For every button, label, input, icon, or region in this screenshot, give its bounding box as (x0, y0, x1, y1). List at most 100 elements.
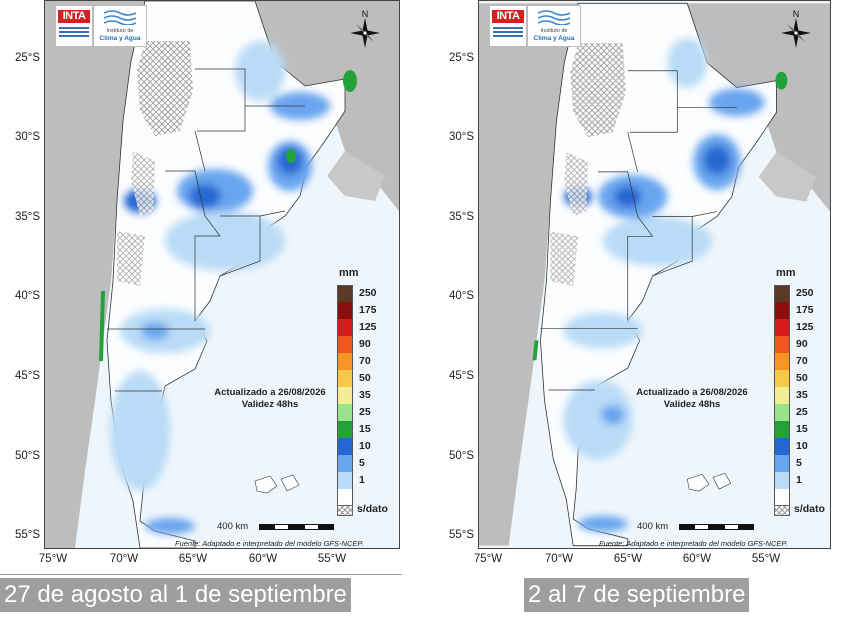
legend-no-data-swatch (774, 505, 790, 516)
legend-label: 15 (796, 423, 808, 435)
legend-swatch (774, 336, 790, 353)
legend-swatch (337, 472, 353, 489)
lat-label: 40°S (14, 290, 40, 302)
legend-label: 25 (359, 406, 371, 418)
legend-label: 90 (359, 338, 371, 350)
legend-label: 10 (796, 440, 808, 452)
legend-swatch (337, 455, 353, 472)
legend-label: 125 (359, 321, 377, 333)
lat-label: 30°S (14, 131, 40, 143)
source-note: Fuente: Adaptado e interpretado del mode… (599, 539, 788, 548)
lat-label: 45°S (448, 370, 474, 382)
precipitation-map (479, 2, 830, 547)
lat-label: 55°S (448, 529, 474, 541)
legend-swatch (337, 353, 353, 370)
legend-label: 25 (796, 406, 808, 418)
clima-agua-logo: Instituto de Clima y Agua (93, 5, 147, 47)
legend-label: 250 (359, 287, 377, 299)
legend-swatch (337, 438, 353, 455)
legend-swatch (774, 353, 790, 370)
legend-label: 50 (796, 372, 808, 384)
legend-unit: mm (776, 267, 796, 279)
legend-swatch (774, 319, 790, 336)
update-note: Actualizado a 26/08/2026 Validez 48hs (205, 387, 335, 411)
clima-agua-logo: Instituto de Clima y Agua (527, 5, 581, 47)
lon-label: 70°W (544, 553, 574, 565)
lon-label: 55°W (751, 553, 781, 565)
lat-label: 25°S (14, 52, 40, 64)
legend-label: 15 (359, 423, 371, 435)
lon-label: 60°W (248, 553, 278, 565)
legend-label: 175 (359, 304, 377, 316)
legend-label: 50 (359, 372, 371, 384)
legend-swatch (337, 421, 353, 438)
legend-unit: mm (339, 267, 359, 279)
lat-label: 35°S (14, 211, 40, 223)
map-frame: INTA Instituto de Clima y Agua N mm 250 1… (478, 0, 831, 549)
lon-label: 70°W (109, 553, 139, 565)
north-arrow-icon: N (779, 9, 813, 49)
legend-swatch (337, 387, 353, 404)
map-panel-1: INTA Instituto de Clima y Agua N mm 250 1… (0, 0, 402, 612)
legend-swatch (774, 455, 790, 472)
lon-label: 75°W (473, 553, 503, 565)
update-note: Actualizado a 26/08/2026 Validez 48hs (627, 387, 757, 411)
legend-no-data-label: s/dato (357, 503, 388, 515)
legend-swatch (774, 438, 790, 455)
legend-no-data-label: s/dato (794, 503, 825, 515)
legend-swatch (774, 387, 790, 404)
lat-label: 25°S (448, 52, 474, 64)
update-date: Actualizado a 26/08/2026 (636, 387, 748, 398)
legend-swatch (337, 489, 353, 506)
legend-label: 70 (359, 355, 371, 367)
legend-label: 35 (359, 389, 371, 401)
legend-label: 70 (796, 355, 808, 367)
legend-swatch (774, 421, 790, 438)
validity: Validez 48hs (663, 399, 721, 410)
legend-swatch (337, 404, 353, 421)
legend-label: 250 (796, 287, 814, 299)
legend-swatch (774, 472, 790, 489)
map-frame: INTA Instituto de Clima y Agua N mm 250 1… (44, 0, 400, 549)
map-panel-2: INTA Instituto de Clima y Agua N mm 250 1… (421, 0, 841, 622)
period-caption: 2 al 7 de septiembre (524, 578, 750, 612)
source-note: Fuente: Adaptado e interpretado del mode… (175, 539, 364, 548)
precipitation-map (45, 1, 399, 548)
legend-label: 125 (796, 321, 814, 333)
lon-label: 65°W (178, 553, 208, 565)
legend-swatch (774, 404, 790, 421)
legend-label: 5 (359, 457, 365, 469)
legend-label: 35 (796, 389, 808, 401)
north-arrow-icon: N (348, 9, 382, 49)
lat-label: 30°S (448, 131, 474, 143)
legend-swatch (774, 285, 790, 302)
lon-label: 75°W (38, 553, 68, 565)
legend-swatch (774, 302, 790, 319)
legend-label: 175 (796, 304, 814, 316)
lat-label: 40°S (448, 290, 474, 302)
legend-swatch (337, 336, 353, 353)
lat-label: 50°S (448, 450, 474, 462)
legend-label: 1 (359, 474, 365, 486)
divider (0, 574, 402, 575)
lat-label: 50°S (14, 450, 40, 462)
legend-label: 5 (796, 457, 802, 469)
lat-label: 55°S (14, 529, 40, 541)
legend-swatch (337, 319, 353, 336)
scale-label: 400 km (217, 521, 249, 532)
lat-label: 35°S (448, 211, 474, 223)
lon-label: 65°W (613, 553, 643, 565)
scale-label: 400 km (637, 521, 669, 532)
period-caption: 27 de agosto al 1 de septiembre (0, 578, 351, 612)
lon-label: 60°W (682, 553, 712, 565)
legend-label: 10 (359, 440, 371, 452)
update-date: Actualizado a 26/08/2026 (214, 387, 326, 398)
lon-label: 55°W (317, 553, 347, 565)
legend-swatch (337, 302, 353, 319)
legend-no-data-swatch (337, 505, 353, 516)
legend-label: 1 (796, 474, 802, 486)
inta-logo: INTA (55, 5, 93, 47)
inta-logo: INTA (489, 5, 527, 47)
validity: Validez 48hs (241, 399, 299, 410)
legend-swatch (337, 285, 353, 302)
